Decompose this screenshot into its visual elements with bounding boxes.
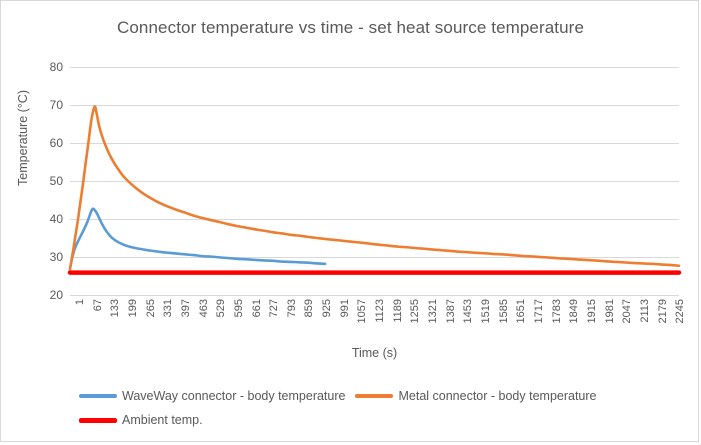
legend-label-metal: Metal connector - body temperature xyxy=(398,389,597,403)
x-axis-tick-label: 397 xyxy=(179,299,192,318)
chart-title: Connector temperature vs time - set heat… xyxy=(117,18,584,37)
x-axis-tick-label: 1387 xyxy=(444,299,457,324)
gridline xyxy=(70,67,679,68)
x-axis-tick-label: 1585 xyxy=(497,299,510,324)
x-axis-tick-label: 1057 xyxy=(356,299,369,324)
x-axis-tick-label: 1189 xyxy=(391,299,404,323)
x-axis-tick-label: 2245 xyxy=(674,299,687,324)
x-axis-tick-label: 1651 xyxy=(515,299,528,324)
x-axis-tick-label: 463 xyxy=(197,299,210,318)
plot-area xyxy=(67,67,682,296)
x-axis-tick-label: 2047 xyxy=(621,299,634,324)
legend-label-ambient: Ambient temp. xyxy=(122,413,203,427)
series-line-metal xyxy=(68,105,681,271)
x-axis-tick-labels: 1 67 133 199 265 331 397 463 529 595 661 727 793 859 9… xyxy=(70,299,686,345)
x-axis-tick-label: 67 xyxy=(91,299,104,312)
x-axis-tick-label: 199 xyxy=(126,299,139,318)
legend-label-waveway: WaveWay connector - body temperature xyxy=(122,389,346,403)
legend-row-2: Ambient temp. xyxy=(79,408,659,432)
x-axis-tick-label: 925 xyxy=(321,299,334,318)
chart-legend: WaveWay connector - body temperature Met… xyxy=(79,384,659,432)
x-axis-tick-label: 265 xyxy=(144,299,157,318)
x-axis-tick-label: 2179 xyxy=(656,299,669,324)
x-axis-tick-label: 133 xyxy=(109,299,122,318)
x-axis-tick-label: 661 xyxy=(250,299,263,318)
x-axis-tick-label: 1 xyxy=(74,299,86,306)
x-axis-line xyxy=(70,295,679,296)
x-axis-tick-label: 1453 xyxy=(462,299,475,324)
x-axis-tick-label: 1981 xyxy=(603,299,616,324)
x-axis-tick-label: 2113 xyxy=(638,299,651,323)
gridline xyxy=(70,181,679,182)
x-axis-title: Time (s) xyxy=(351,346,398,360)
y-axis-tick-label: 50 xyxy=(49,174,63,188)
legend-swatch-waveway xyxy=(79,394,117,398)
series-line-waveway xyxy=(68,207,327,270)
x-axis-tick-label: 793 xyxy=(285,299,298,318)
x-axis-tick-label: 727 xyxy=(268,299,281,318)
legend-item-ambient[interactable]: Ambient temp. xyxy=(79,413,203,427)
x-axis-tick-label: 1849 xyxy=(568,299,581,324)
y-axis-tick-label: 60 xyxy=(49,136,63,150)
x-axis-tick-label: 991 xyxy=(338,299,351,318)
y-axis-tick-label: 20 xyxy=(49,288,63,302)
gridline xyxy=(70,219,679,220)
gridline xyxy=(70,257,679,258)
legend-swatch-ambient xyxy=(79,417,117,423)
x-axis-tick-label: 1255 xyxy=(409,299,422,324)
x-axis-tick-label: 1915 xyxy=(585,299,598,324)
x-axis-tick-label: 595 xyxy=(232,299,245,318)
y-axis-tick-label: 80 xyxy=(49,60,63,74)
series-layer xyxy=(67,105,682,275)
x-axis-tick-label: 859 xyxy=(303,299,316,318)
x-axis-tick-label: 331 xyxy=(162,299,175,318)
gridline xyxy=(70,143,679,144)
legend-item-metal[interactable]: Metal connector - body temperature xyxy=(355,389,597,403)
y-axis-tick-label: 30 xyxy=(49,250,63,264)
x-axis-tick-label: 529 xyxy=(215,299,228,318)
x-axis-tick-label: 1783 xyxy=(550,299,563,324)
x-axis-tick-label: 1519 xyxy=(480,299,492,324)
legend-row-1: WaveWay connector - body temperature Met… xyxy=(79,384,659,408)
legend-swatch-metal xyxy=(355,394,394,398)
y-axis-tick-label: 40 xyxy=(49,212,63,226)
x-axis-tick-label: 1123 xyxy=(374,299,387,323)
gridline xyxy=(70,105,679,106)
x-axis-tick-label: 1717 xyxy=(532,299,545,324)
y-axis-tick-label: 70 xyxy=(49,98,63,112)
legend-item-waveway[interactable]: WaveWay connector - body temperature xyxy=(79,389,345,403)
y-axis-tick-labels: 80 70 60 50 40 30 20 xyxy=(1,1,63,445)
x-axis-tick-label: 1321 xyxy=(427,299,440,324)
